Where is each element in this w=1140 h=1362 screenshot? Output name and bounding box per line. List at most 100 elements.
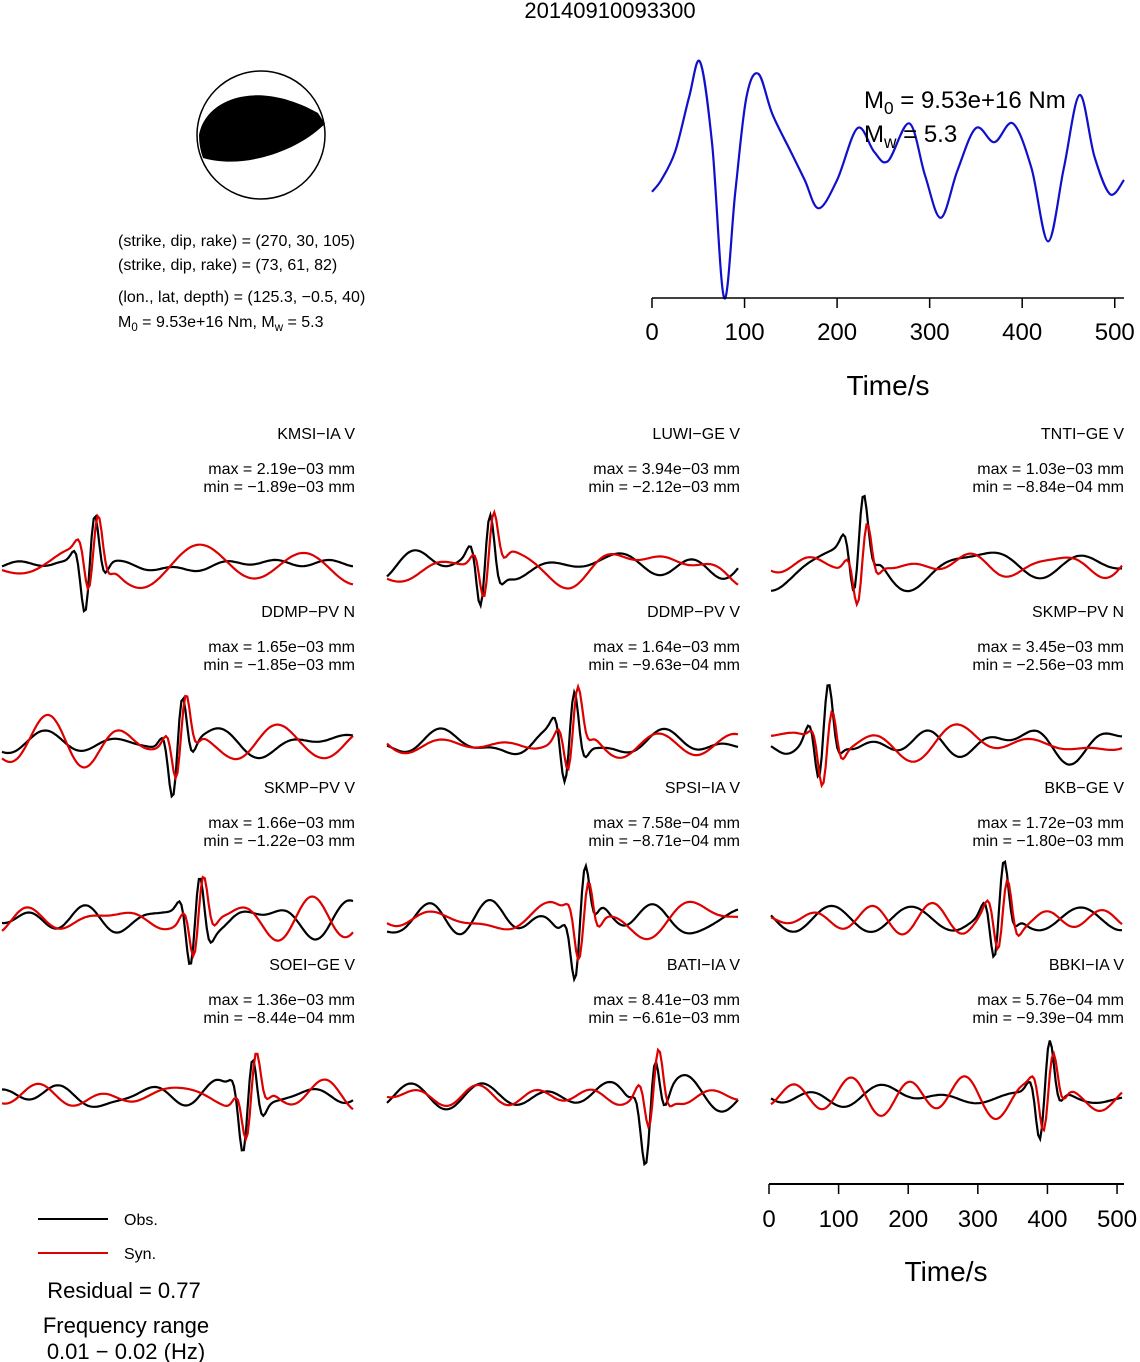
- bottom-x-tick-label: 200: [888, 1206, 928, 1233]
- max-label: max = 1.65e−03 mm: [208, 639, 355, 656]
- observed-trace: [386, 510, 739, 610]
- max-label: max = 7.58e−04 mm: [593, 815, 740, 832]
- legend: Obs. Syn. Residual = 0.77 Frequency rang…: [38, 1212, 209, 1362]
- max-label: max = 3.94e−03 mm: [593, 461, 740, 478]
- stf-x-tick-label: 500: [1095, 319, 1135, 346]
- bottom-x-tick-label: 300: [958, 1206, 998, 1233]
- observed-trace: [770, 1040, 1123, 1143]
- legend-syn-label: Syn.: [124, 1246, 156, 1263]
- stf-m0: M0 = 9.53e+16 Nm: [864, 87, 1066, 118]
- residual-text: Residual = 0.77: [47, 1278, 201, 1303]
- observed-trace: [1, 696, 354, 799]
- station-label: SOEI−GE V: [269, 957, 355, 974]
- synthetic-trace: [770, 522, 1123, 608]
- observed-trace: [1, 514, 354, 613]
- bottom-x-tick-label: 0: [762, 1206, 775, 1233]
- min-label: min = −9.39e−04 mm: [972, 1010, 1124, 1027]
- synthetic-trace: [386, 1047, 739, 1130]
- stf-x-tick-label: 0: [645, 319, 658, 346]
- min-label: min = −8.84e−04 mm: [972, 479, 1124, 496]
- stf-x-tick-label: 200: [817, 319, 857, 346]
- station-label: LUWI−GE V: [652, 426, 740, 443]
- stf-series-line: [651, 59, 1125, 300]
- max-label: max = 1.66e−03 mm: [208, 815, 355, 832]
- synthetic-trace: [1, 513, 354, 592]
- max-label: max = 8.41e−03 mm: [593, 992, 740, 1009]
- stf-x-tick-label: 300: [910, 319, 950, 346]
- bottom-x-label: Time/s: [905, 1256, 988, 1287]
- mechanism-plane-1: (strike, dip, rake) = (270, 30, 105): [118, 233, 355, 250]
- observed-trace: [770, 860, 1122, 959]
- frequency-label: Frequency range: [43, 1313, 209, 1338]
- observed-trace: [2, 1058, 354, 1152]
- bottom-x-tick-label: 500: [1097, 1206, 1137, 1233]
- min-label: min = −8.71e−04 mm: [588, 833, 740, 850]
- station-label: BATI−IA V: [667, 957, 740, 974]
- station-label: TNTI−GE V: [1041, 426, 1124, 443]
- station-label: DDMP−PV V: [647, 604, 740, 621]
- max-label: max = 2.19e−03 mm: [208, 461, 355, 478]
- max-label: max = 1.03e−03 mm: [977, 461, 1124, 478]
- mechanism-moment: M0 = 9.53e+16 Nm, Mw = 5.3: [118, 314, 324, 334]
- synthetic-trace: [1, 694, 354, 782]
- station-label: DDMP−PV N: [261, 604, 355, 621]
- max-label: max = 5.76e−04 mm: [977, 992, 1124, 1009]
- stf-plot: 0 100 200 300 400 500 M0 = 9.53e+16 Nm Mw = 5…: [645, 59, 1135, 401]
- synthetic-trace: [770, 1050, 1123, 1133]
- min-label: min = −6.61e−03 mm: [588, 1010, 740, 1027]
- bottom-x-tick-label: 400: [1027, 1206, 1067, 1233]
- beachball: [196, 70, 326, 200]
- observed-trace: [386, 688, 739, 786]
- min-label: min = −9.63e−04 mm: [588, 657, 740, 674]
- max-label: max = 1.64e−03 mm: [593, 639, 740, 656]
- station-label: BKB−GE V: [1044, 780, 1124, 797]
- observed-trace: [386, 1058, 739, 1167]
- max-label: max = 1.72e−03 mm: [977, 815, 1124, 832]
- max-label: max = 3.45e−03 mm: [977, 639, 1124, 656]
- synthetic-trace: [770, 877, 1123, 952]
- station-label: SKMP−PV N: [1032, 604, 1124, 621]
- min-label: min = −1.80e−03 mm: [972, 833, 1124, 850]
- frequency-value: 0.01 − 0.02 (Hz): [47, 1339, 205, 1362]
- beachball-compression: [199, 95, 325, 162]
- min-label: min = −8.44e−04 mm: [203, 1010, 355, 1027]
- station-label: SKMP−PV V: [264, 780, 355, 797]
- max-label: max = 1.36e−03 mm: [208, 992, 355, 1009]
- stf-x-label: Time/s: [847, 370, 930, 401]
- bottom-x-tick-label: 100: [819, 1206, 859, 1233]
- min-label: min = −2.12e−03 mm: [588, 479, 740, 496]
- station-label: KMSI−IA V: [277, 426, 355, 443]
- stf-mw: Mw = 5.3: [864, 121, 957, 152]
- station-label: SPSI−IA V: [665, 780, 740, 797]
- synthetic-trace: [386, 881, 739, 963]
- min-label: min = −1.85e−03 mm: [203, 657, 355, 674]
- synthetic-trace: [770, 710, 1123, 789]
- observed-trace: [770, 683, 1123, 779]
- mechanism-location: (lon., lat, depth) = (125.3, −0.5, 40): [118, 289, 365, 306]
- observed-trace: [770, 494, 1123, 593]
- synthetic-trace: [1, 1052, 354, 1143]
- legend-obs-label: Obs.: [124, 1212, 158, 1229]
- min-label: min = −2.56e−03 mm: [972, 657, 1124, 674]
- station-label: BBKI−IA V: [1049, 957, 1124, 974]
- observed-trace: [1, 877, 354, 965]
- stf-x-tick-label: 400: [1002, 319, 1042, 346]
- figure-title: 20140910093300: [524, 0, 695, 23]
- synthetic-trace: [1, 875, 354, 960]
- synthetic-trace: [386, 682, 739, 772]
- min-label: min = −1.22e−03 mm: [203, 833, 355, 850]
- min-label: min = −1.89e−03 mm: [203, 479, 355, 496]
